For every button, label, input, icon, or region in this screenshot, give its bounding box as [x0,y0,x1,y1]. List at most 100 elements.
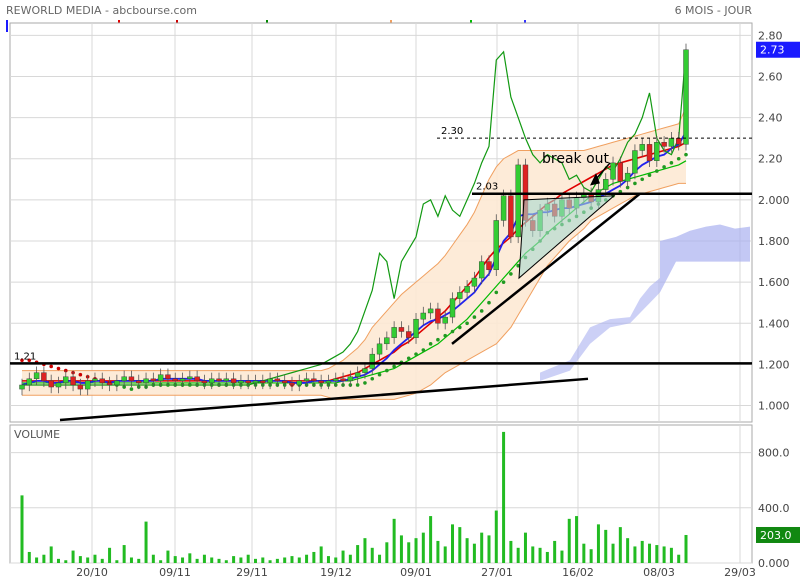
candlestick [486,255,492,276]
volume-bar [261,557,265,563]
candlestick [449,292,456,324]
candle-body [639,144,645,151]
volume-bar [436,540,440,563]
candlestick [245,374,251,390]
candle-body [354,372,361,377]
volume-bar [210,557,214,563]
candle-body [661,142,667,147]
candle-body [77,384,84,390]
volume-bar [567,518,571,563]
candlestick [296,374,302,392]
sar-dot [56,366,61,371]
candlestick [216,372,222,388]
volume-bar [129,557,133,563]
candlestick [325,374,332,390]
triangle-pattern [518,195,616,280]
candle-body [303,378,310,382]
candle-body [676,137,682,145]
volume-bar [195,558,199,563]
candlestick [391,321,397,344]
candle-body [179,378,186,382]
candlestick [661,136,667,153]
price-tick-label: 2.20 [758,153,783,166]
candle-body [347,376,354,382]
volume-bar [399,535,403,563]
candlestick [92,372,98,388]
candlestick [172,372,178,388]
candle-body [442,316,448,324]
volume-bar [56,558,60,563]
candle-body [500,195,507,221]
candle-body [33,372,40,380]
x-tick-label: 09/11 [159,566,191,579]
volume-bar [297,557,301,563]
volume-bar [341,550,345,563]
candle-body [252,380,259,384]
candlestick [427,302,434,320]
candle-body [165,374,171,380]
volume-bar [326,556,330,563]
candle-body [238,380,244,384]
candlestick [252,374,259,390]
candlestick [654,136,660,167]
sar-dot [647,173,652,177]
sar-dot [370,377,375,381]
candlestick [70,370,76,392]
volume-bar [35,557,39,563]
volume-bar [356,545,360,563]
candlestick [84,374,91,396]
candlestick [26,372,32,392]
volume-bar [531,546,535,563]
volume-bar [137,558,141,563]
candle-body [384,337,390,345]
volume-bar [108,547,112,563]
volume-bar [684,534,688,563]
sar-dot [662,165,666,169]
volume-bar [151,554,155,563]
volume-bar [443,546,447,563]
candle-body [19,384,25,390]
ichimoku-cloud [540,278,660,381]
volume-bar [27,551,31,563]
x-tick-label: 27/01 [481,566,513,579]
candlestick [55,376,62,394]
candle-body [121,376,127,382]
x-tick-label: 09/01 [400,566,432,579]
volume-bar [253,558,257,563]
x-tick-label: 16/02 [562,566,594,579]
candlestick [398,321,405,338]
price-tick-label: 2.80 [758,29,783,42]
candlestick [187,370,193,385]
volume-bar [545,551,549,563]
volume-bar [611,543,615,563]
candlestick [632,144,638,180]
x-tick-label: 20/10 [76,566,108,579]
sar-dot [27,358,32,363]
candle-body [369,353,375,369]
price-tick-label: 1.000 [758,400,790,413]
candlestick [457,286,463,305]
volume-bar [407,542,411,563]
volume-bar [618,527,622,563]
volume-bar [553,540,557,563]
candlestick [442,310,448,330]
period-label: 6 MOIS - JOUR [675,4,753,17]
bollinger-lower-line [22,182,686,400]
candle-body [201,380,208,384]
candle-body [150,378,157,382]
volume-bar [159,560,163,563]
sar-dot [385,368,389,373]
candle-body [274,378,281,382]
candle-body [493,220,499,271]
candle-body [157,374,164,382]
long-term-trendline [59,377,589,422]
price-tick-label: 2.60 [758,70,783,83]
volume-bar [363,538,367,563]
sar-dot [436,337,440,342]
candle-body [267,378,273,384]
volume-tick-label: 800.0 [758,447,790,460]
volume-bar [458,527,462,563]
volume-bar [516,547,520,563]
volume-bar [451,524,455,563]
volume-bar [487,535,491,563]
